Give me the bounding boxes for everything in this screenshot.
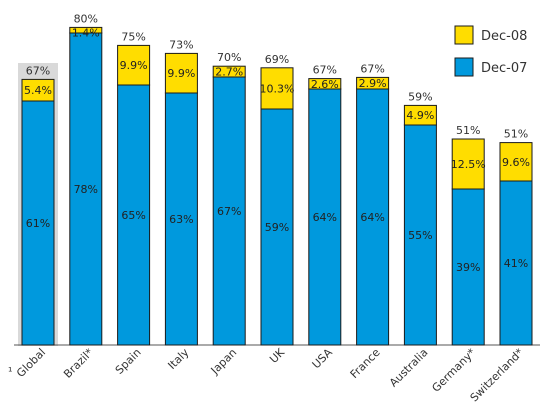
category-label-7: France	[348, 346, 383, 381]
category-label-9: Germany*	[429, 346, 478, 395]
bar-dec08-0	[21, 78, 55, 102]
legend-swatch-0	[454, 25, 474, 45]
label-dec07-7: 64%	[360, 211, 384, 224]
label-dec08-0: 5.4%	[24, 84, 52, 97]
label-dec07-5: 59%	[265, 221, 289, 234]
category-prefix: ¹	[8, 365, 12, 378]
bar-dec07-1	[69, 32, 103, 346]
bar-dec08-8	[403, 104, 437, 126]
bar-dec07-10	[499, 180, 533, 346]
label-total-4: 70%	[217, 51, 241, 64]
label-total-8: 59%	[408, 90, 432, 103]
label-total-0: 67%	[26, 64, 50, 77]
category-label-4: Japan	[208, 346, 240, 378]
bar-dec07-7	[356, 88, 390, 346]
category-label-2: Spain	[113, 346, 144, 377]
label-dec08-2: 9.9%	[120, 59, 148, 72]
legend-label-0: Dec-08	[481, 29, 527, 44]
bar-dec08-2	[117, 44, 151, 86]
bar-dec07-0	[21, 100, 55, 346]
category-label-8: Australia	[387, 346, 431, 390]
label-total-3: 73%	[169, 38, 193, 51]
label-dec07-2: 65%	[121, 209, 145, 222]
label-dec08-5: 10.3%	[260, 82, 295, 95]
bar-dec08-10	[499, 142, 533, 182]
label-dec08-3: 9.9%	[167, 67, 195, 80]
label-dec07-10: 41%	[504, 257, 528, 270]
label-total-6: 67%	[313, 64, 337, 77]
label-total-5: 69%	[265, 53, 289, 66]
bar-dec07-6	[308, 88, 342, 346]
bar-dec07-5	[260, 108, 294, 346]
label-dec07-9: 39%	[456, 261, 480, 274]
label-total-2: 75%	[121, 30, 145, 43]
label-dec07-3: 63%	[169, 213, 193, 226]
legend-label-1: Dec-07	[481, 61, 527, 76]
bar-dec07-4	[212, 76, 246, 346]
bar-dec08-7	[356, 76, 390, 90]
legend-swatch-1	[454, 57, 474, 77]
bar-dec08-3	[164, 52, 198, 94]
category-label-0: Global	[14, 346, 48, 380]
bar-dec07-8	[403, 124, 437, 346]
bar-dec08-4	[212, 65, 246, 78]
label-dec07-1: 78%	[74, 183, 98, 196]
label-total-9: 51%	[456, 124, 480, 137]
label-dec07-4: 67%	[217, 205, 241, 218]
label-dec08-9: 12.5%	[451, 158, 486, 171]
category-label-5: UK	[267, 345, 288, 366]
label-dec08-4: 2.7%	[215, 66, 243, 79]
bar-dec08-5	[260, 67, 294, 110]
label-dec07-8: 55%	[408, 229, 432, 242]
label-dec07-6: 64%	[313, 211, 337, 224]
label-dec08-10: 9.6%	[502, 156, 530, 169]
label-dec07-0: 61%	[26, 217, 50, 230]
bar-dec08-6	[308, 78, 342, 90]
label-dec08-8: 4.9%	[406, 109, 434, 122]
label-total-10: 51%	[504, 128, 528, 141]
category-label-3: Italy	[165, 346, 191, 372]
label-total-1: 80%	[74, 12, 98, 25]
category-label-6: USA	[310, 346, 336, 372]
label-dec08-7: 2.9%	[359, 77, 387, 90]
category-label-1: Brazil*	[61, 346, 96, 381]
bar-dec08-9	[451, 138, 485, 190]
bar-dec08-1	[69, 26, 103, 34]
label-dec08-1: 1.4%	[72, 26, 100, 39]
label-total-7: 67%	[360, 62, 384, 75]
label-dec08-6: 2.6%	[311, 78, 339, 91]
bar-dec07-3	[164, 92, 198, 346]
bar-dec07-2	[117, 84, 151, 346]
